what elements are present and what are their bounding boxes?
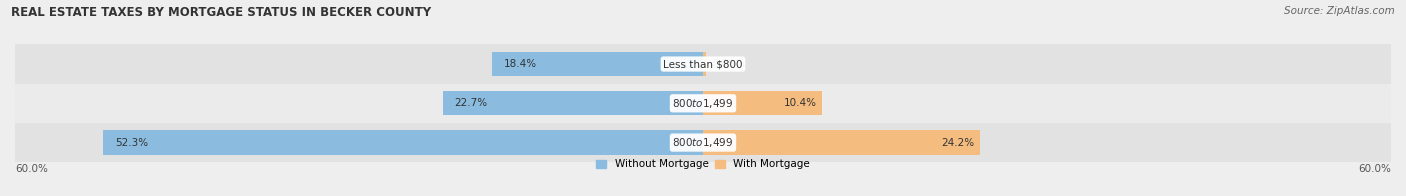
- Text: $800 to $1,499: $800 to $1,499: [672, 136, 734, 149]
- Text: REAL ESTATE TAXES BY MORTGAGE STATUS IN BECKER COUNTY: REAL ESTATE TAXES BY MORTGAGE STATUS IN …: [11, 6, 432, 19]
- Text: Less than $800: Less than $800: [664, 59, 742, 69]
- Text: 10.4%: 10.4%: [783, 98, 817, 108]
- Bar: [15, 123, 1391, 162]
- Text: 52.3%: 52.3%: [115, 138, 148, 148]
- Legend: Without Mortgage, With Mortgage: Without Mortgage, With Mortgage: [592, 155, 814, 174]
- Bar: [103, 130, 703, 155]
- Text: 24.2%: 24.2%: [942, 138, 974, 148]
- Text: Source: ZipAtlas.com: Source: ZipAtlas.com: [1284, 6, 1395, 16]
- Text: 60.0%: 60.0%: [1358, 164, 1391, 174]
- Text: 22.7%: 22.7%: [454, 98, 488, 108]
- Text: 0.29%: 0.29%: [711, 59, 745, 69]
- Bar: [703, 52, 706, 76]
- Text: 60.0%: 60.0%: [15, 164, 48, 174]
- Text: $800 to $1,499: $800 to $1,499: [672, 97, 734, 110]
- Bar: [443, 91, 703, 115]
- Bar: [15, 44, 1391, 84]
- Bar: [703, 130, 980, 155]
- Bar: [15, 84, 1391, 123]
- Bar: [703, 91, 823, 115]
- Bar: [492, 52, 703, 76]
- Text: 18.4%: 18.4%: [503, 59, 537, 69]
